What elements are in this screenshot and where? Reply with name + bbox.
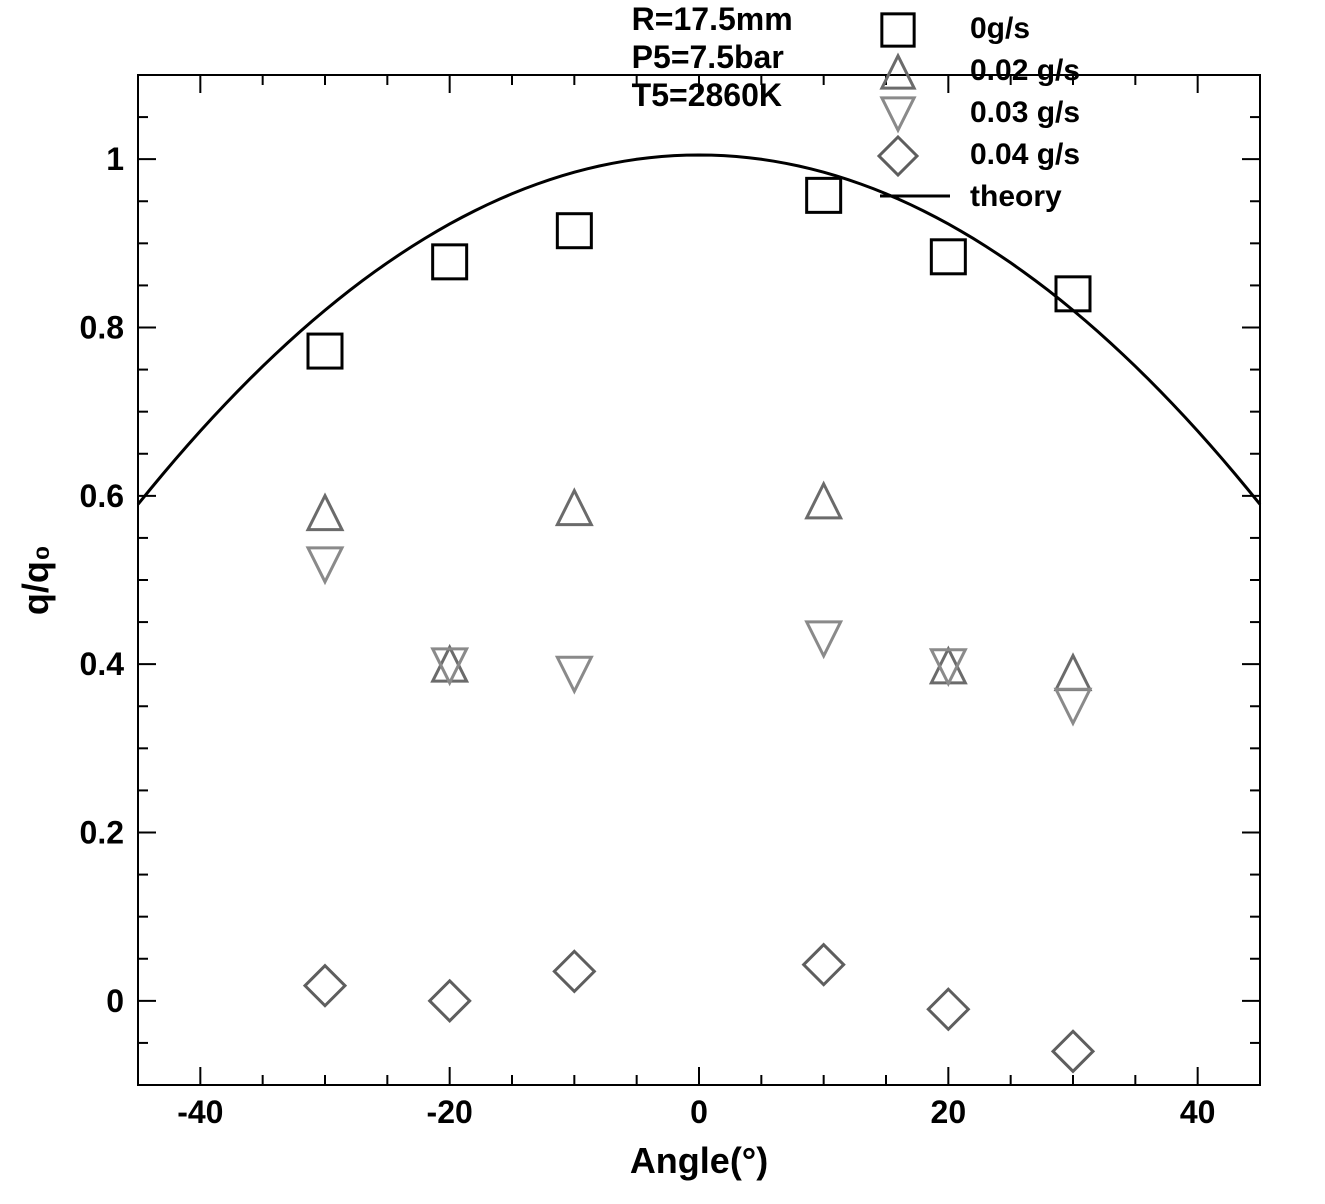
x-tick-label: -40 bbox=[177, 1094, 223, 1130]
chart-annotation: T5=2860K bbox=[632, 77, 782, 113]
chart-annotation: P5=7.5bar bbox=[632, 39, 784, 75]
y-tick-label: 0.6 bbox=[80, 478, 124, 514]
chart-annotation: R=17.5mm bbox=[632, 1, 793, 37]
legend-label: 0.04 g/s bbox=[970, 138, 1080, 171]
y-tick-label: 1 bbox=[106, 141, 124, 177]
chart-container: -40 -20 0 20 40 0 0.2 0.4 0.6 0.8 1 Angle(°) q/q₀ R=1… bbox=[0, 0, 1325, 1204]
legend-label: theory bbox=[970, 180, 1062, 213]
y-tick-label: 0.4 bbox=[80, 646, 125, 682]
y-tick-label: 0.8 bbox=[80, 310, 124, 346]
chart-background bbox=[0, 0, 1325, 1204]
legend-label: 0g/s bbox=[970, 12, 1030, 45]
legend-label: 0.03 g/s bbox=[970, 96, 1080, 129]
x-tick-label: 40 bbox=[1180, 1094, 1216, 1130]
y-axis-title: q/q₀ bbox=[15, 545, 56, 615]
y-tick-label: 0.2 bbox=[80, 815, 124, 851]
chart-svg: -40 -20 0 20 40 0 0.2 0.4 0.6 0.8 1 Angle(°) q/q₀ R=1… bbox=[0, 0, 1325, 1204]
y-tick-label: 0 bbox=[106, 983, 124, 1019]
x-axis-title: Angle(°) bbox=[630, 1140, 768, 1181]
x-tick-label: 0 bbox=[690, 1094, 708, 1130]
x-tick-label: 20 bbox=[931, 1094, 967, 1130]
x-tick-label: -20 bbox=[427, 1094, 473, 1130]
legend-label: 0.02 g/s bbox=[970, 54, 1080, 87]
